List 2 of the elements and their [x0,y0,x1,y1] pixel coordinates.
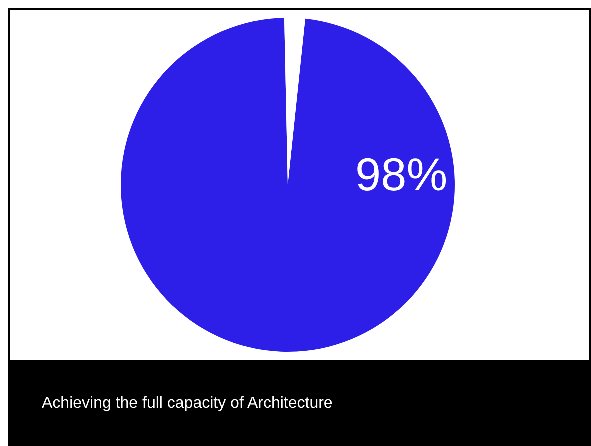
data-label: 98% [356,148,448,201]
text: Achieving the full capacity of Architecture [42,395,333,413]
